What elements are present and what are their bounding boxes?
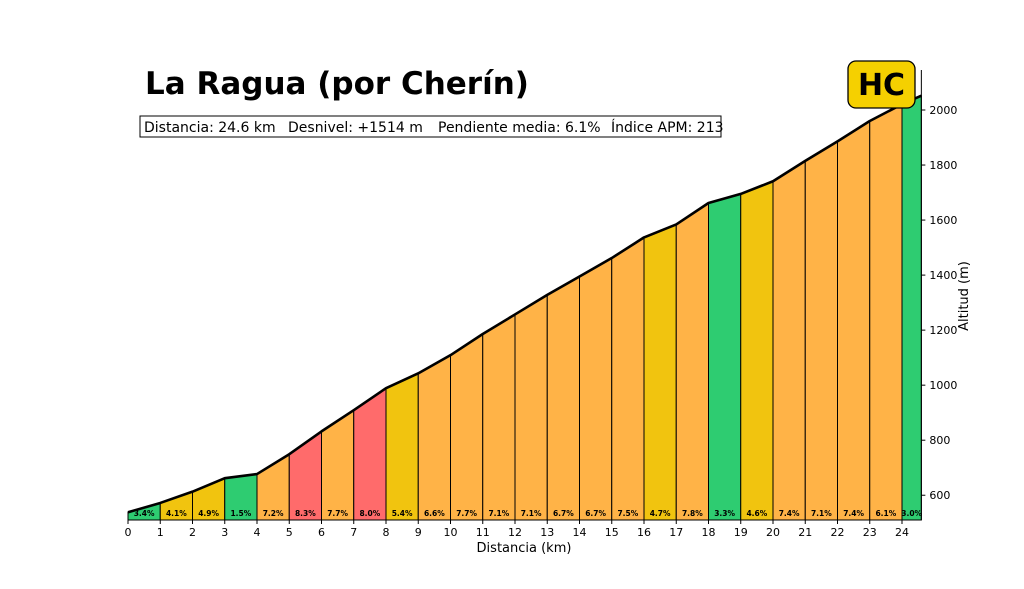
segment-gradient-label: 7.2% bbox=[263, 509, 284, 518]
x-tick-label: 14 bbox=[573, 526, 587, 539]
x-tick-label: 11 bbox=[476, 526, 490, 539]
x-tick-label: 8 bbox=[383, 526, 390, 539]
category-badge-label: HC bbox=[858, 68, 905, 103]
segment-gradient-label: 3.3% bbox=[714, 509, 735, 518]
y-tick-label: 2000 bbox=[929, 104, 957, 117]
segment-gradient-label: 6.6% bbox=[424, 509, 445, 518]
segment-gradient-label: 6.7% bbox=[585, 509, 606, 518]
y-tick-label: 1800 bbox=[929, 159, 957, 172]
x-axis-title: Distancia (km) bbox=[477, 541, 572, 556]
segment-gradient-label: 6.1% bbox=[875, 509, 896, 518]
y-tick-label: 600 bbox=[929, 489, 950, 502]
x-tick-label: 6 bbox=[318, 526, 325, 539]
x-tick-label: 5 bbox=[286, 526, 293, 539]
segment-gradient-label: 8.0% bbox=[359, 509, 380, 518]
profile-segment bbox=[417, 354, 451, 521]
x-tick-label: 19 bbox=[734, 526, 748, 539]
profile-segment bbox=[288, 430, 322, 521]
profile-segment bbox=[482, 313, 516, 521]
y-tick-label: 800 bbox=[929, 434, 950, 447]
x-tick-label: 15 bbox=[605, 526, 619, 539]
y-axis-title: Altitud (m) bbox=[957, 261, 972, 331]
stat-elevation-gain: Desnivel: +1514 m bbox=[288, 120, 423, 136]
profile-segment bbox=[804, 140, 838, 521]
segment-gradient-label: 7.4% bbox=[779, 509, 800, 518]
x-tick-label: 18 bbox=[702, 526, 716, 539]
y-tick-label: 1400 bbox=[929, 269, 957, 282]
x-tick-label: 12 bbox=[508, 526, 522, 539]
profile-segment bbox=[643, 223, 677, 521]
profile-segment bbox=[708, 193, 742, 521]
segment-gradient-label: 4.1% bbox=[166, 509, 187, 518]
profile-segment bbox=[385, 372, 419, 521]
x-tick-label: 24 bbox=[895, 526, 909, 539]
profile-segment bbox=[579, 257, 613, 521]
segment-gradient-label: 4.6% bbox=[746, 509, 767, 518]
segment-gradient-label: 7.1% bbox=[521, 509, 542, 518]
segment-gradient-label: 7.1% bbox=[811, 509, 832, 518]
x-tick-label: 0 bbox=[125, 526, 132, 539]
segment-gradient-label: 6.7% bbox=[553, 509, 574, 518]
x-tick-label: 10 bbox=[444, 526, 458, 539]
stat-apm-index: Índice APM: 213 bbox=[611, 119, 724, 136]
x-tick-label: 9 bbox=[415, 526, 422, 539]
x-tick-label: 2 bbox=[189, 526, 196, 539]
chart-title: La Ragua (por Cherín) bbox=[145, 66, 529, 102]
stat-avg-gradient: Pendiente media: 6.1% bbox=[438, 120, 601, 136]
segment-gradient-label: 7.7% bbox=[327, 509, 348, 518]
x-tick-label: 13 bbox=[540, 526, 554, 539]
stat-distance: Distancia: 24.6 km bbox=[144, 120, 276, 136]
segment-gradient-label: 7.1% bbox=[488, 509, 509, 518]
segment-gradient-label: 7.4% bbox=[843, 509, 864, 518]
segment-gradient-label: 3.0% bbox=[901, 509, 922, 518]
profile-outline bbox=[127, 94, 922, 514]
segment-gradient-label: 3.4% bbox=[134, 509, 155, 518]
segment-gradient-label: 4.7% bbox=[650, 509, 671, 518]
profile-segment bbox=[772, 159, 806, 521]
y-tick-label: 1600 bbox=[929, 214, 957, 227]
category-badge bbox=[847, 60, 916, 109]
x-tick-label: 4 bbox=[254, 526, 261, 539]
segment-gradient-label: 7.5% bbox=[617, 509, 638, 518]
x-tick-label: 21 bbox=[798, 526, 812, 539]
profile-segment bbox=[901, 94, 922, 521]
x-tick-label: 22 bbox=[831, 526, 845, 539]
x-tick-label: 3 bbox=[221, 526, 228, 539]
y-tick-label: 1000 bbox=[929, 379, 957, 392]
profile-segment bbox=[450, 333, 484, 521]
profile-segment bbox=[675, 202, 709, 521]
profile-segment bbox=[546, 275, 580, 521]
profile-segment bbox=[740, 180, 774, 521]
profile-segment bbox=[869, 103, 903, 521]
segment-gradient-label: 5.4% bbox=[392, 509, 413, 518]
segment-gradient-label: 7.8% bbox=[682, 509, 703, 518]
x-tick-label: 17 bbox=[669, 526, 683, 539]
segment-gradient-label: 1.5% bbox=[230, 509, 251, 518]
stats-box bbox=[139, 115, 722, 138]
x-tick-label: 16 bbox=[637, 526, 651, 539]
y-tick-label: 1200 bbox=[929, 324, 957, 337]
profile-segment bbox=[611, 236, 645, 521]
segment-gradient-label: 8.3% bbox=[295, 509, 316, 518]
profile-segment bbox=[514, 294, 548, 521]
x-tick-label: 7 bbox=[350, 526, 357, 539]
profile-segment bbox=[837, 120, 871, 521]
x-tick-label: 20 bbox=[766, 526, 780, 539]
x-tick-label: 1 bbox=[157, 526, 164, 539]
x-tick-label: 23 bbox=[863, 526, 877, 539]
segment-gradient-label: 7.7% bbox=[456, 509, 477, 518]
segment-gradient-label: 4.9% bbox=[198, 509, 219, 518]
